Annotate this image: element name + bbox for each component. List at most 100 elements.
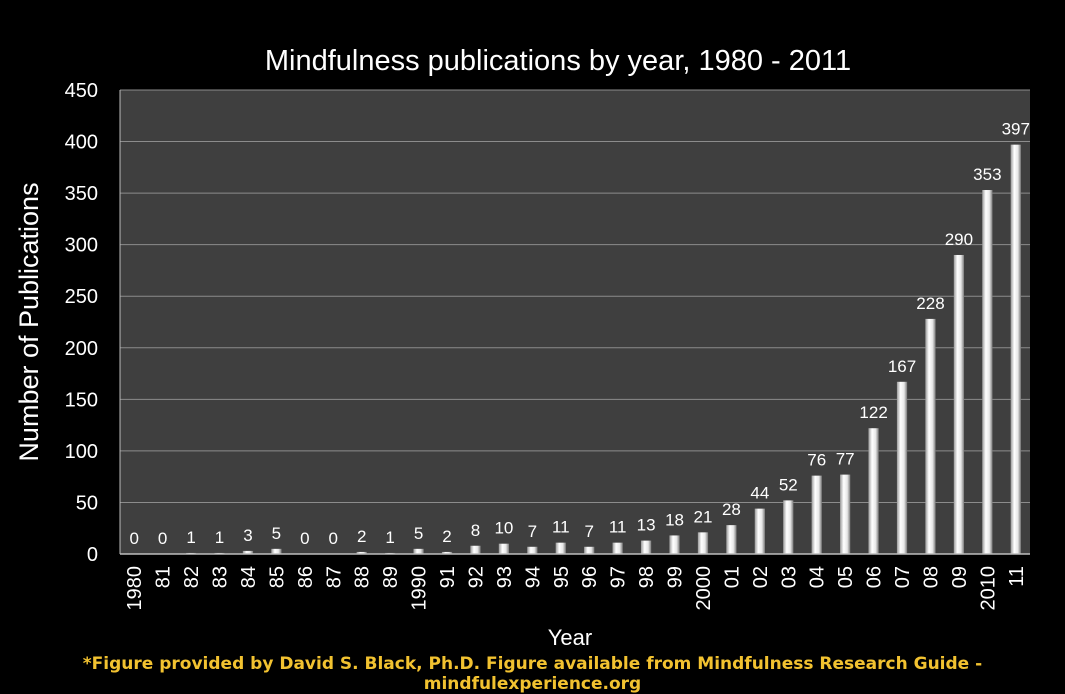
bar — [925, 318, 936, 554]
bars — [185, 144, 1021, 555]
data-label: 8 — [471, 521, 480, 540]
bar — [840, 474, 851, 554]
y-tick-label: 100 — [65, 441, 98, 463]
x-tick-label: 92 — [465, 566, 487, 588]
bar — [498, 543, 510, 554]
bar — [726, 525, 737, 554]
x-tick-label: 2000 — [693, 566, 715, 611]
x-tick-label: 04 — [807, 566, 829, 588]
bar — [1010, 144, 1021, 554]
data-label: 0 — [129, 529, 138, 548]
x-tick-label: 81 — [153, 566, 175, 588]
x-tick-label: 06 — [864, 566, 886, 588]
bar — [441, 551, 453, 554]
x-tick-label: 1990 — [409, 566, 431, 611]
bar — [697, 532, 709, 554]
x-tick-label: 89 — [380, 566, 402, 588]
y-tick-label: 400 — [65, 132, 98, 154]
bar — [982, 190, 993, 555]
gridlines — [120, 89, 1030, 503]
x-tick-label: 94 — [522, 566, 544, 588]
bar — [271, 548, 282, 554]
y-tick-label: 200 — [65, 338, 98, 360]
bar — [811, 475, 822, 554]
data-label: 2 — [357, 527, 366, 546]
data-label: 0 — [300, 529, 309, 548]
y-tick-label: 450 — [65, 80, 98, 102]
data-label: 290 — [945, 230, 973, 249]
footer-credit: *Figure provided by David S. Black, Ph.D… — [82, 654, 983, 694]
x-tick-label: 98 — [636, 566, 658, 588]
x-tick-label: 93 — [494, 566, 516, 588]
x-tick-label: 86 — [295, 566, 317, 588]
data-label: 5 — [414, 524, 423, 543]
y-axis-ticks: 0 50 100 150 200 250 300 350 400 450 — [65, 80, 98, 566]
bar — [527, 546, 538, 554]
x-tick-label: 02 — [750, 566, 772, 588]
x-tick-label: 84 — [238, 566, 260, 588]
x-tick-label: 95 — [551, 566, 573, 588]
bar — [783, 500, 794, 554]
bar — [242, 550, 254, 554]
bar — [896, 381, 908, 554]
y-tick-label: 350 — [65, 183, 98, 205]
x-tick-label: 07 — [892, 566, 914, 588]
bar — [754, 508, 765, 554]
bar — [584, 546, 595, 554]
data-label: 28 — [722, 500, 741, 519]
data-label: 228 — [916, 294, 944, 313]
y-tick-label: 0 — [87, 544, 98, 566]
x-tick-label: 91 — [437, 566, 459, 588]
bar — [470, 545, 481, 554]
y-tick-label: 50 — [76, 492, 98, 514]
bar — [868, 428, 879, 554]
data-label: 18 — [665, 510, 684, 529]
data-label: 353 — [973, 165, 1001, 184]
x-tick-label: 09 — [949, 566, 971, 588]
data-label: 3 — [243, 526, 252, 545]
x-tick-label: 96 — [579, 566, 601, 588]
y-tick-label: 300 — [65, 235, 98, 257]
data-label: 397 — [1002, 120, 1030, 139]
chart-title: Mindfulness publications by year, 1980 -… — [265, 45, 851, 77]
x-tick-label: 11 — [1006, 566, 1028, 587]
plot-area — [120, 90, 1030, 554]
x-tick-label: 2010 — [977, 566, 999, 611]
data-label: 10 — [494, 519, 513, 538]
data-label: 77 — [836, 450, 855, 469]
data-label: 44 — [750, 484, 769, 503]
data-label: 1 — [186, 528, 195, 547]
data-label: 13 — [637, 516, 656, 535]
bar — [356, 551, 367, 554]
x-tick-label: 1980 — [124, 566, 146, 611]
data-label: 11 — [552, 518, 570, 537]
bar — [953, 254, 965, 554]
y-tick-label: 250 — [65, 286, 98, 308]
data-label: 76 — [807, 451, 826, 470]
y-tick-label: 150 — [65, 389, 98, 411]
data-label: 21 — [694, 507, 713, 526]
x-axis-label: Year — [548, 625, 592, 650]
x-tick-label: 88 — [352, 566, 374, 588]
data-label: 2 — [442, 527, 451, 546]
x-tick-label: 83 — [210, 566, 232, 588]
bar — [612, 542, 623, 554]
bar — [555, 542, 566, 554]
x-tick-label: 99 — [665, 566, 687, 588]
x-tick-label: 01 — [721, 566, 743, 588]
data-label: 7 — [528, 522, 537, 541]
bar — [413, 548, 424, 554]
x-tick-label: 08 — [920, 566, 942, 588]
y-axis-label: Number of Publications — [14, 182, 44, 461]
data-label: 122 — [859, 403, 887, 422]
x-tick-label: 85 — [266, 566, 288, 588]
data-label: 167 — [888, 357, 916, 376]
x-tick-label: 05 — [835, 566, 857, 588]
x-tick-label: 97 — [608, 566, 630, 588]
x-tick-label: 82 — [181, 566, 203, 588]
data-label: 52 — [779, 475, 798, 494]
x-tick-label: 87 — [323, 566, 345, 588]
data-label: 5 — [272, 524, 281, 543]
